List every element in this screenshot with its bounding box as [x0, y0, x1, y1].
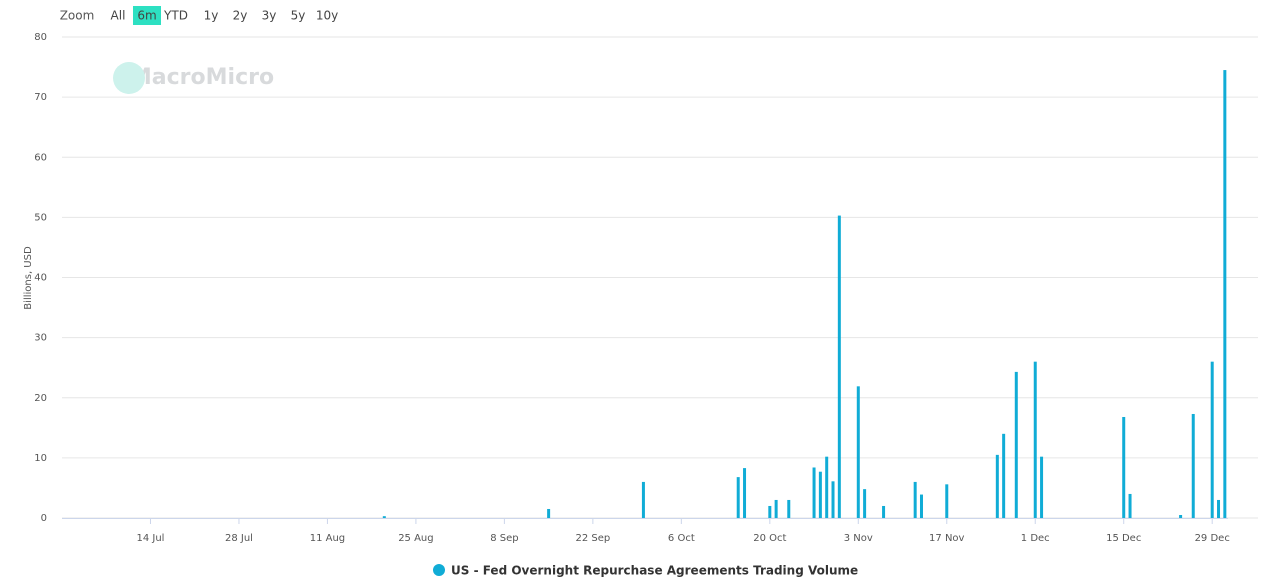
- bar: [547, 508, 551, 518]
- bar: [1128, 493, 1132, 518]
- y-axis-title: Billions, USD: [23, 246, 34, 310]
- y-tick-label: 70: [34, 92, 47, 103]
- bar: [382, 516, 386, 518]
- y-tick-label: 40: [34, 273, 47, 284]
- x-tick-label: 17 Nov: [929, 533, 965, 544]
- bar: [787, 499, 791, 518]
- bar: [818, 471, 822, 518]
- bar: [743, 468, 747, 518]
- bar: [1122, 416, 1126, 518]
- y-tick-label: 20: [34, 393, 47, 404]
- x-tick-label: 11 Aug: [310, 533, 345, 544]
- x-tick-label: 22 Sep: [575, 533, 610, 544]
- bar: [945, 484, 949, 518]
- zoom-button[interactable]: 5y: [291, 9, 306, 23]
- bar: [1217, 499, 1221, 518]
- y-tick-label: 0: [41, 513, 47, 524]
- zoom-button[interactable]: 10y: [316, 9, 338, 23]
- zoom-button[interactable]: 6m: [137, 9, 156, 23]
- bar: [919, 494, 923, 518]
- x-tick-label: 25 Aug: [398, 533, 433, 544]
- bar: [1223, 70, 1227, 518]
- zoom-button[interactable]: YTD: [163, 9, 188, 23]
- bar: [995, 454, 999, 518]
- x-tick-label: 3 Nov: [844, 533, 873, 544]
- bar: [1014, 371, 1018, 518]
- bar: [863, 489, 867, 518]
- y-tick-label: 10: [34, 453, 47, 464]
- legend-marker[interactable]: [433, 564, 445, 576]
- bar: [1210, 361, 1214, 518]
- watermark-logo: [113, 62, 145, 94]
- bar: [1179, 514, 1183, 518]
- watermark: MacroMicro: [130, 65, 274, 90]
- bar: [913, 481, 917, 518]
- bar: [774, 499, 778, 518]
- x-tick-label: 6 Oct: [668, 533, 695, 544]
- x-tick-label: 28 Jul: [225, 533, 253, 544]
- bar: [1033, 361, 1037, 518]
- zoom-button[interactable]: All: [111, 9, 126, 23]
- bar: [812, 467, 816, 518]
- x-tick-label: 8 Sep: [490, 533, 518, 544]
- x-tick-label: 29 Dec: [1195, 533, 1230, 544]
- zoom-button[interactable]: 2y: [233, 9, 248, 23]
- x-tick-label: 1 Dec: [1021, 533, 1050, 544]
- bar: [1002, 433, 1006, 518]
- x-tick-label: 14 Jul: [136, 533, 164, 544]
- bar: [837, 215, 841, 519]
- y-tick-label: 60: [34, 152, 47, 163]
- bar: [736, 477, 740, 518]
- y-tick-label: 30: [34, 333, 47, 344]
- y-tick-label: 50: [34, 212, 47, 223]
- zoom-button[interactable]: 1y: [204, 9, 219, 23]
- x-tick-label: 15 Dec: [1106, 533, 1141, 544]
- bar: [825, 456, 829, 518]
- bar: [1191, 413, 1195, 518]
- zoom-button[interactable]: 3y: [262, 9, 277, 23]
- bar: [831, 481, 835, 518]
- bar: [641, 481, 645, 518]
- bar: [768, 505, 772, 518]
- y-tick-label: 80: [34, 32, 47, 43]
- bar: [856, 386, 860, 518]
- legend-label[interactable]: US - Fed Overnight Repurchase Agreements…: [451, 564, 858, 578]
- bar: [882, 505, 886, 518]
- x-tick-label: 20 Oct: [753, 533, 786, 544]
- zoom-label: Zoom: [60, 9, 95, 23]
- zoom-button-bg[interactable]: [133, 6, 161, 25]
- bar: [1040, 456, 1044, 518]
